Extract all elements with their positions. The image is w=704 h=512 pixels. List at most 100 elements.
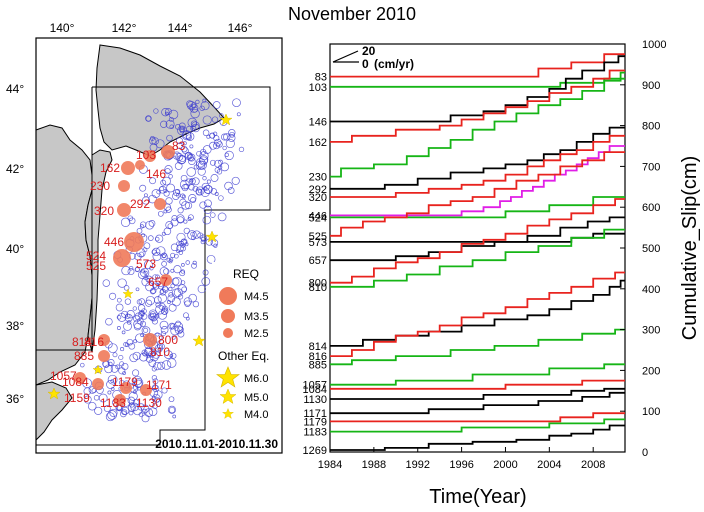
map-region-outline bbox=[36, 86, 271, 446]
seismicity-dot bbox=[150, 315, 156, 321]
seismicity-dot bbox=[180, 242, 186, 248]
seismicity-dot bbox=[187, 217, 192, 222]
req-event-circle bbox=[140, 384, 152, 396]
seismicity-dot bbox=[202, 215, 212, 225]
seismicity-dot bbox=[179, 270, 186, 277]
seismicity-dot bbox=[181, 200, 190, 210]
req-event-circle bbox=[117, 203, 131, 217]
series-line bbox=[330, 271, 625, 357]
y-tick-label: 0 bbox=[642, 447, 648, 459]
seismicity-dot bbox=[168, 292, 174, 298]
seismicity-dot bbox=[137, 403, 145, 411]
seismicity-dot bbox=[123, 321, 132, 331]
seismicity-dot bbox=[120, 410, 127, 418]
event-label: 230 bbox=[90, 179, 110, 193]
seismicity-dot bbox=[126, 338, 134, 346]
star-marker bbox=[92, 364, 104, 375]
lon-tick-label: 144° bbox=[168, 21, 193, 35]
map-region-outline-2 bbox=[36, 87, 93, 351]
seismicity-dot bbox=[149, 311, 156, 318]
seismicity-dot bbox=[201, 277, 211, 286]
series-line bbox=[330, 151, 625, 237]
series-line bbox=[330, 196, 625, 219]
seismicity-dot bbox=[183, 312, 189, 319]
seismicity-dot bbox=[188, 293, 197, 303]
seismicity-dot bbox=[121, 362, 129, 371]
event-label: 524 bbox=[86, 249, 106, 263]
x-tick-label: 1984 bbox=[318, 459, 342, 471]
seismicity-dot bbox=[202, 98, 207, 103]
legend-other-title: Other Eq. bbox=[218, 349, 269, 363]
seismicity-dot bbox=[137, 304, 146, 312]
seismicity-dot bbox=[176, 142, 183, 149]
seismicity-dot bbox=[164, 165, 173, 174]
seismicity-dot bbox=[153, 296, 162, 304]
y-axis: 0 100 200 300 400 500 600 700 800 900 1000 bbox=[620, 39, 666, 459]
seismicity-dot bbox=[166, 358, 177, 368]
seismicity-dot bbox=[160, 330, 166, 337]
seismicity-dot bbox=[186, 134, 192, 141]
event-label: 814 bbox=[72, 335, 92, 349]
seismicity-dot bbox=[190, 102, 197, 109]
seismicity-dot bbox=[170, 243, 179, 252]
seismicity-dot bbox=[202, 115, 212, 125]
event-label: 885 bbox=[74, 349, 94, 363]
lon-tick-label: 142° bbox=[112, 21, 137, 35]
seismicity-dot bbox=[156, 246, 166, 256]
seismicity-dot bbox=[228, 129, 236, 137]
event-label: 1057 bbox=[50, 369, 77, 383]
seismicity-dot bbox=[157, 361, 166, 370]
seismicity-dot bbox=[171, 297, 181, 307]
series-layer bbox=[330, 53, 625, 451]
seismicity-dot bbox=[143, 260, 153, 270]
seismicity-dot bbox=[184, 201, 193, 210]
seismicity-dot bbox=[103, 405, 111, 413]
seismicity-dot bbox=[181, 194, 186, 199]
legend-req-label: M3.5 bbox=[244, 311, 268, 323]
series-left-label: 1179 bbox=[303, 416, 327, 428]
seismicity-dot bbox=[152, 247, 161, 257]
seismicity-dot bbox=[173, 265, 182, 274]
seismicity-dot bbox=[128, 342, 136, 350]
event-label: 816 bbox=[84, 335, 104, 349]
seismicity-dot bbox=[117, 278, 127, 288]
seismicity-dot bbox=[166, 183, 175, 193]
seismicity-dot bbox=[192, 230, 201, 239]
seismicity-dot bbox=[148, 313, 155, 320]
x-tick-label: 2004 bbox=[537, 459, 561, 471]
legend-other-label: M5.0 bbox=[244, 392, 268, 404]
seismicity-dot bbox=[200, 234, 207, 242]
seismicity-dot bbox=[132, 375, 142, 386]
seismicity-dot bbox=[141, 233, 146, 238]
seismicity-dot bbox=[121, 406, 130, 415]
x-axis: 1984 1988 1992 1996 2000 2004 2008 bbox=[318, 447, 605, 471]
req-event-circle bbox=[113, 249, 131, 267]
star-marker bbox=[219, 113, 233, 126]
seismicity-dot bbox=[179, 126, 186, 132]
series-left-label: 103 bbox=[309, 82, 327, 94]
seismicity-dot bbox=[185, 132, 195, 141]
legend-req-swatch bbox=[219, 287, 237, 305]
seismicity-dot bbox=[107, 390, 112, 395]
seismicity-dot bbox=[172, 192, 180, 200]
legend-star-swatch bbox=[216, 366, 240, 388]
seismicity-dot bbox=[178, 122, 186, 130]
seismicity-dot bbox=[183, 297, 192, 306]
event-label: 1130 bbox=[136, 396, 162, 410]
seismicity-dot bbox=[127, 268, 135, 276]
x-tick-label: 2008 bbox=[581, 459, 605, 471]
seismicity-dot bbox=[191, 121, 200, 130]
seismicity-dot bbox=[236, 112, 241, 117]
seismicity-dot bbox=[135, 287, 140, 292]
seismicity-dot bbox=[102, 279, 111, 287]
event-label: 1183 bbox=[100, 396, 126, 410]
seismicity-dot bbox=[191, 262, 197, 269]
seismicity-dot bbox=[155, 301, 162, 308]
series-left-label: 162 bbox=[309, 137, 327, 149]
seismicity-dot bbox=[167, 405, 176, 414]
seismicity-dot bbox=[155, 332, 160, 337]
seismicity-dot bbox=[167, 294, 176, 303]
seismicity-dot bbox=[148, 220, 156, 227]
seismicity-dot bbox=[181, 286, 187, 293]
